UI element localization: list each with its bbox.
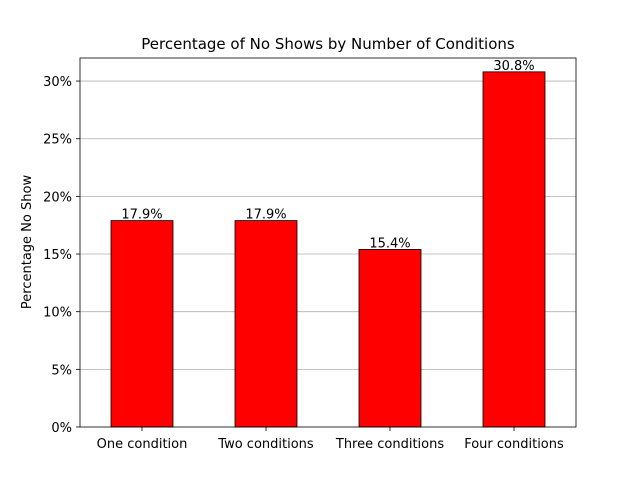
- data-label: 17.9%: [121, 208, 162, 223]
- x-tick-label: Four conditions: [464, 437, 564, 452]
- bar: [110, 220, 174, 428]
- bar: [358, 249, 422, 428]
- plot-frame: [79, 57, 577, 428]
- y-tick-label: 5%: [51, 363, 72, 378]
- y-tick-label: 10%: [43, 306, 72, 321]
- chart-title: Percentage of No Shows by Number of Cond…: [141, 35, 515, 53]
- axes: 0% 5% 10% 15% 20% 25% 30% One condition Two cond…: [43, 57, 577, 452]
- x-tick-label: Two conditions: [217, 437, 314, 452]
- y-axis-label: Percentage No Show: [20, 175, 35, 310]
- bar: [234, 220, 298, 428]
- data-label: 30.8%: [493, 59, 534, 74]
- data-labels: 17.9% 17.9% 15.4% 30.8%: [121, 59, 534, 252]
- y-tick-label: 30%: [43, 75, 72, 90]
- data-label: 15.4%: [369, 236, 410, 251]
- y-tick-label: 25%: [43, 133, 72, 148]
- bars: [110, 71, 546, 428]
- y-tick-label: 20%: [43, 190, 72, 205]
- x-tick-label: Three conditions: [335, 437, 444, 452]
- x-tick-label: One condition: [97, 437, 188, 452]
- y-tick-label: 0%: [51, 421, 72, 436]
- bar: [482, 71, 546, 428]
- y-tick-label: 15%: [43, 248, 72, 263]
- data-label: 17.9%: [245, 208, 286, 223]
